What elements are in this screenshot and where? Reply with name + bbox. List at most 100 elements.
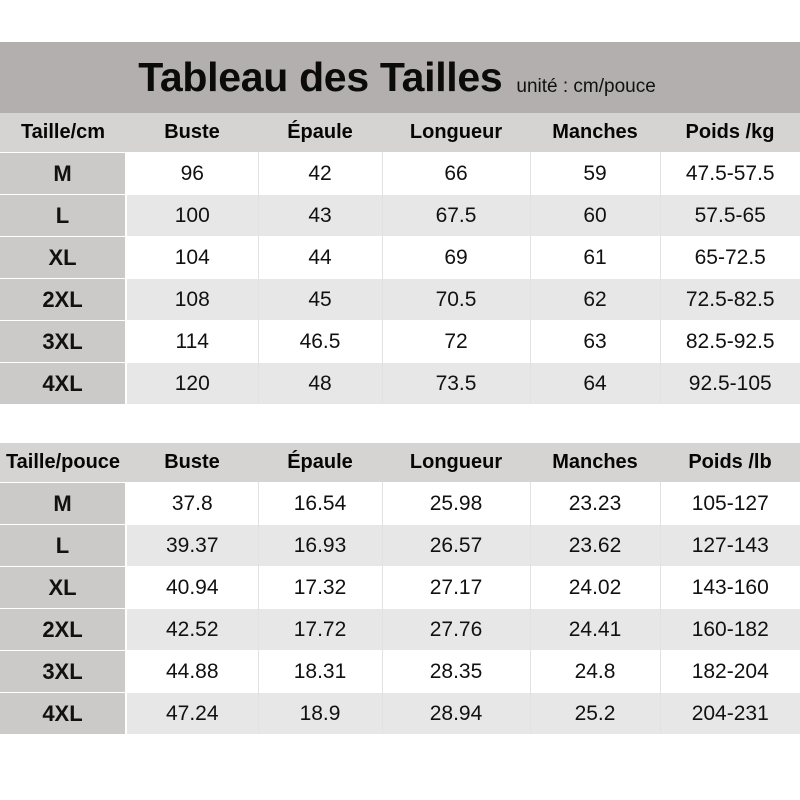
cell-size: 3XL bbox=[0, 650, 127, 693]
column-header-bust: Buste bbox=[126, 113, 258, 153]
table-row: 2XL 108 45 70.5 62 72.5-82.5 bbox=[0, 278, 800, 321]
cell-shoulder: 48 bbox=[258, 362, 383, 404]
page-title: Tableau des Tailles bbox=[138, 54, 503, 100]
cell-shoulder: 18.31 bbox=[258, 650, 383, 693]
cell-size: 3XL bbox=[0, 320, 127, 363]
cell-size: XL bbox=[0, 236, 127, 279]
column-header-weight: Poids /lb bbox=[660, 443, 800, 483]
column-header-sleeve: Manches bbox=[530, 113, 660, 153]
column-header-size: Taille/pouce bbox=[0, 443, 126, 483]
cell-weight: 160-182 bbox=[660, 608, 800, 651]
cell-bust: 39.37 bbox=[126, 524, 259, 567]
cell-length: 28.94 bbox=[382, 692, 531, 734]
cell-length: 69 bbox=[382, 236, 531, 279]
cell-weight: 105-127 bbox=[660, 482, 800, 525]
cell-sleeve: 24.41 bbox=[530, 608, 661, 651]
cell-weight: 92.5-105 bbox=[660, 362, 800, 404]
cell-length: 27.17 bbox=[382, 566, 531, 609]
cell-shoulder: 17.32 bbox=[258, 566, 383, 609]
table-row: 3XL 44.88 18.31 28.35 24.8 182-204 bbox=[0, 650, 800, 693]
table-row: XL 40.94 17.32 27.17 24.02 143-160 bbox=[0, 566, 800, 609]
cell-sleeve: 61 bbox=[530, 236, 661, 279]
cell-size: 2XL bbox=[0, 278, 127, 321]
column-header-length: Longueur bbox=[382, 113, 530, 153]
cell-shoulder: 44 bbox=[258, 236, 383, 279]
cell-weight: 143-160 bbox=[660, 566, 800, 609]
cell-size: M bbox=[0, 482, 127, 525]
table-row: M 37.8 16.54 25.98 23.23 105-127 bbox=[0, 482, 800, 525]
cell-bust: 100 bbox=[126, 194, 259, 237]
cell-bust: 96 bbox=[126, 152, 259, 195]
cell-shoulder: 46.5 bbox=[258, 320, 383, 363]
table-row: 4XL 120 48 73.5 64 92.5-105 bbox=[0, 362, 800, 404]
column-header-weight: Poids /kg bbox=[660, 113, 800, 153]
cell-weight: 72.5-82.5 bbox=[660, 278, 800, 321]
cell-weight: 57.5-65 bbox=[660, 194, 800, 237]
cell-length: 72 bbox=[382, 320, 531, 363]
table-row: L 39.37 16.93 26.57 23.62 127-143 bbox=[0, 524, 800, 567]
cell-shoulder: 18.9 bbox=[258, 692, 383, 734]
cell-length: 26.57 bbox=[382, 524, 531, 567]
column-header-bust: Buste bbox=[126, 443, 258, 483]
cell-length: 73.5 bbox=[382, 362, 531, 404]
cell-shoulder: 16.93 bbox=[258, 524, 383, 567]
cell-sleeve: 59 bbox=[530, 152, 661, 195]
cell-weight: 204-231 bbox=[660, 692, 800, 734]
cell-size: XL bbox=[0, 566, 127, 609]
size-table-pouce: Taille/pouce Buste Épaule Longueur Manch… bbox=[0, 443, 800, 734]
cell-size: 4XL bbox=[0, 692, 127, 734]
cell-bust: 42.52 bbox=[126, 608, 259, 651]
cell-size: 2XL bbox=[0, 608, 127, 651]
cell-bust: 114 bbox=[126, 320, 259, 363]
cell-length: 28.35 bbox=[382, 650, 531, 693]
cell-length: 27.76 bbox=[382, 608, 531, 651]
table-header-row: Taille/pouce Buste Épaule Longueur Manch… bbox=[0, 443, 800, 483]
cell-sleeve: 25.2 bbox=[530, 692, 661, 734]
cell-length: 25.98 bbox=[382, 482, 531, 525]
cell-sleeve: 64 bbox=[530, 362, 661, 404]
table-row: 4XL 47.24 18.9 28.94 25.2 204-231 bbox=[0, 692, 800, 734]
cell-size: L bbox=[0, 524, 127, 567]
cell-bust: 47.24 bbox=[126, 692, 259, 734]
column-header-shoulder: Épaule bbox=[258, 113, 382, 153]
cell-shoulder: 42 bbox=[258, 152, 383, 195]
cell-sleeve: 24.02 bbox=[530, 566, 661, 609]
column-header-shoulder: Épaule bbox=[258, 443, 382, 483]
title-band: Tableau des Tailles unité : cm/pouce bbox=[0, 42, 800, 113]
size-table-cm: Taille/cm Buste Épaule Longueur Manches … bbox=[0, 113, 800, 404]
table-row: L 100 43 67.5 60 57.5-65 bbox=[0, 194, 800, 237]
column-header-size: Taille/cm bbox=[0, 113, 126, 153]
cell-sleeve: 63 bbox=[530, 320, 661, 363]
table-row: 2XL 42.52 17.72 27.76 24.41 160-182 bbox=[0, 608, 800, 651]
table-row: 3XL 114 46.5 72 63 82.5-92.5 bbox=[0, 320, 800, 363]
column-header-length: Longueur bbox=[382, 443, 530, 483]
cell-bust: 44.88 bbox=[126, 650, 259, 693]
table-row: XL 104 44 69 61 65-72.5 bbox=[0, 236, 800, 279]
cell-bust: 40.94 bbox=[126, 566, 259, 609]
cell-weight: 82.5-92.5 bbox=[660, 320, 800, 363]
unit-note: unité : cm/pouce bbox=[516, 75, 656, 97]
cell-shoulder: 17.72 bbox=[258, 608, 383, 651]
cell-shoulder: 43 bbox=[258, 194, 383, 237]
cell-shoulder: 45 bbox=[258, 278, 383, 321]
table-row: M 96 42 66 59 47.5-57.5 bbox=[0, 152, 800, 195]
cell-size: L bbox=[0, 194, 127, 237]
cell-weight: 127-143 bbox=[660, 524, 800, 567]
cell-sleeve: 23.62 bbox=[530, 524, 661, 567]
cell-bust: 37.8 bbox=[126, 482, 259, 525]
cell-length: 67.5 bbox=[382, 194, 531, 237]
cell-bust: 108 bbox=[126, 278, 259, 321]
cell-length: 70.5 bbox=[382, 278, 531, 321]
cell-sleeve: 60 bbox=[530, 194, 661, 237]
cell-length: 66 bbox=[382, 152, 531, 195]
cell-weight: 47.5-57.5 bbox=[660, 152, 800, 195]
cell-bust: 120 bbox=[126, 362, 259, 404]
cell-bust: 104 bbox=[126, 236, 259, 279]
cell-sleeve: 62 bbox=[530, 278, 661, 321]
cell-sleeve: 24.8 bbox=[530, 650, 661, 693]
cell-size: 4XL bbox=[0, 362, 127, 404]
cell-size: M bbox=[0, 152, 127, 195]
cell-weight: 182-204 bbox=[660, 650, 800, 693]
cell-sleeve: 23.23 bbox=[530, 482, 661, 525]
